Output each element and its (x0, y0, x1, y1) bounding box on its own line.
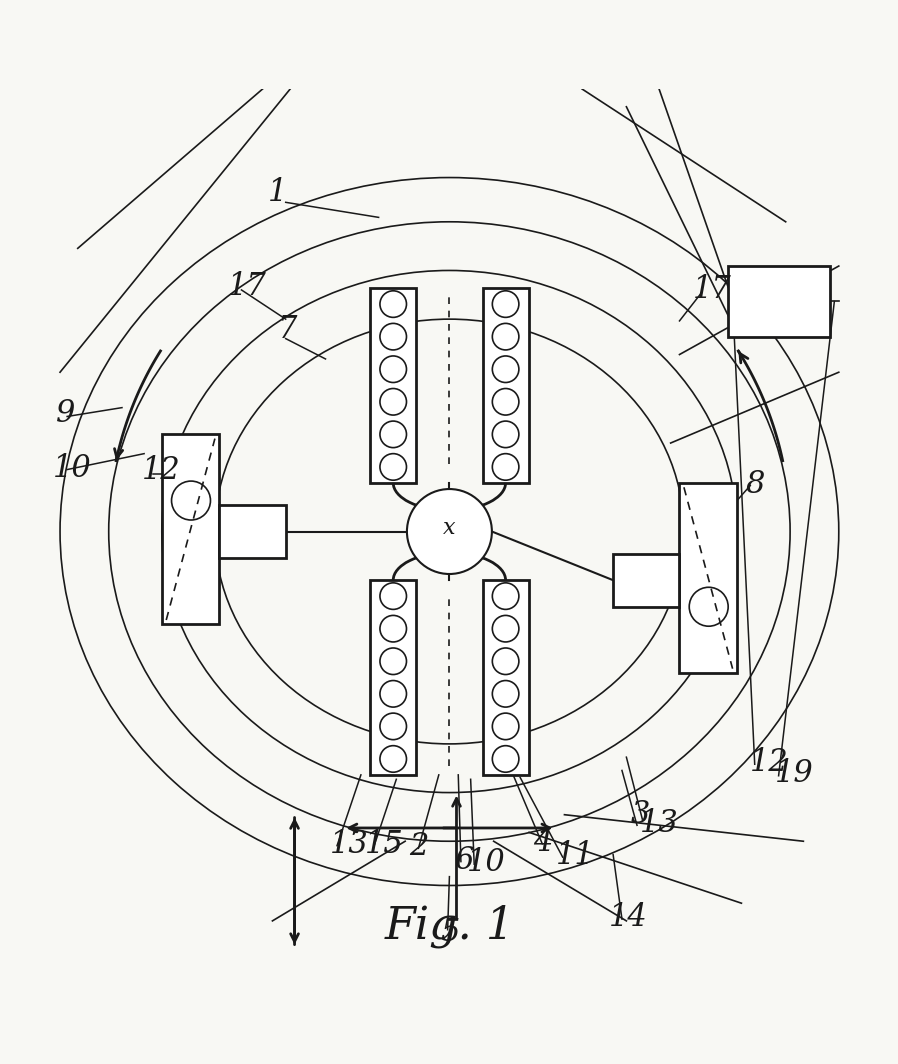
Circle shape (380, 356, 406, 383)
Circle shape (380, 583, 406, 610)
FancyBboxPatch shape (727, 267, 829, 337)
Text: 13: 13 (639, 807, 678, 837)
FancyBboxPatch shape (219, 505, 286, 559)
Circle shape (380, 648, 406, 675)
Circle shape (380, 389, 406, 416)
Text: 17: 17 (692, 273, 731, 304)
Text: 6: 6 (453, 844, 472, 875)
Circle shape (380, 746, 406, 772)
FancyBboxPatch shape (679, 483, 736, 674)
Text: 9: 9 (56, 398, 75, 429)
Circle shape (380, 421, 406, 448)
Text: 12: 12 (141, 455, 180, 486)
Circle shape (492, 356, 518, 383)
Circle shape (380, 616, 406, 643)
Text: 15: 15 (365, 828, 404, 859)
Text: 7: 7 (277, 314, 296, 345)
FancyBboxPatch shape (482, 288, 528, 483)
Text: 2: 2 (409, 831, 428, 862)
Text: 13: 13 (330, 828, 368, 859)
FancyBboxPatch shape (162, 435, 219, 625)
Text: 4: 4 (533, 827, 552, 858)
Text: 10: 10 (467, 846, 506, 877)
Circle shape (380, 325, 406, 350)
Text: 19: 19 (774, 758, 813, 788)
Circle shape (689, 587, 727, 627)
Circle shape (492, 421, 518, 448)
Text: 3: 3 (630, 798, 649, 829)
FancyBboxPatch shape (482, 581, 528, 776)
Text: 14: 14 (608, 901, 647, 932)
Text: x: x (443, 517, 455, 538)
Circle shape (492, 454, 518, 481)
Circle shape (407, 489, 491, 575)
Circle shape (492, 583, 518, 610)
Text: 17: 17 (228, 271, 267, 302)
Circle shape (492, 746, 518, 772)
Text: 10: 10 (53, 452, 92, 483)
Circle shape (492, 292, 518, 318)
Circle shape (492, 648, 518, 675)
Text: 5: 5 (440, 916, 460, 947)
Text: 1: 1 (268, 177, 287, 207)
Circle shape (492, 616, 518, 643)
Circle shape (492, 681, 518, 708)
FancyBboxPatch shape (370, 581, 416, 776)
Circle shape (492, 714, 518, 739)
Circle shape (380, 681, 406, 708)
Text: 12: 12 (750, 747, 788, 778)
Text: 11: 11 (555, 839, 594, 870)
Circle shape (380, 292, 406, 318)
FancyBboxPatch shape (612, 554, 679, 608)
Text: 8: 8 (745, 468, 764, 499)
Circle shape (380, 714, 406, 739)
Circle shape (172, 482, 210, 520)
Circle shape (492, 389, 518, 416)
FancyBboxPatch shape (370, 288, 416, 483)
Circle shape (380, 454, 406, 481)
Circle shape (492, 325, 518, 350)
Text: Fig. 1: Fig. 1 (384, 903, 514, 947)
